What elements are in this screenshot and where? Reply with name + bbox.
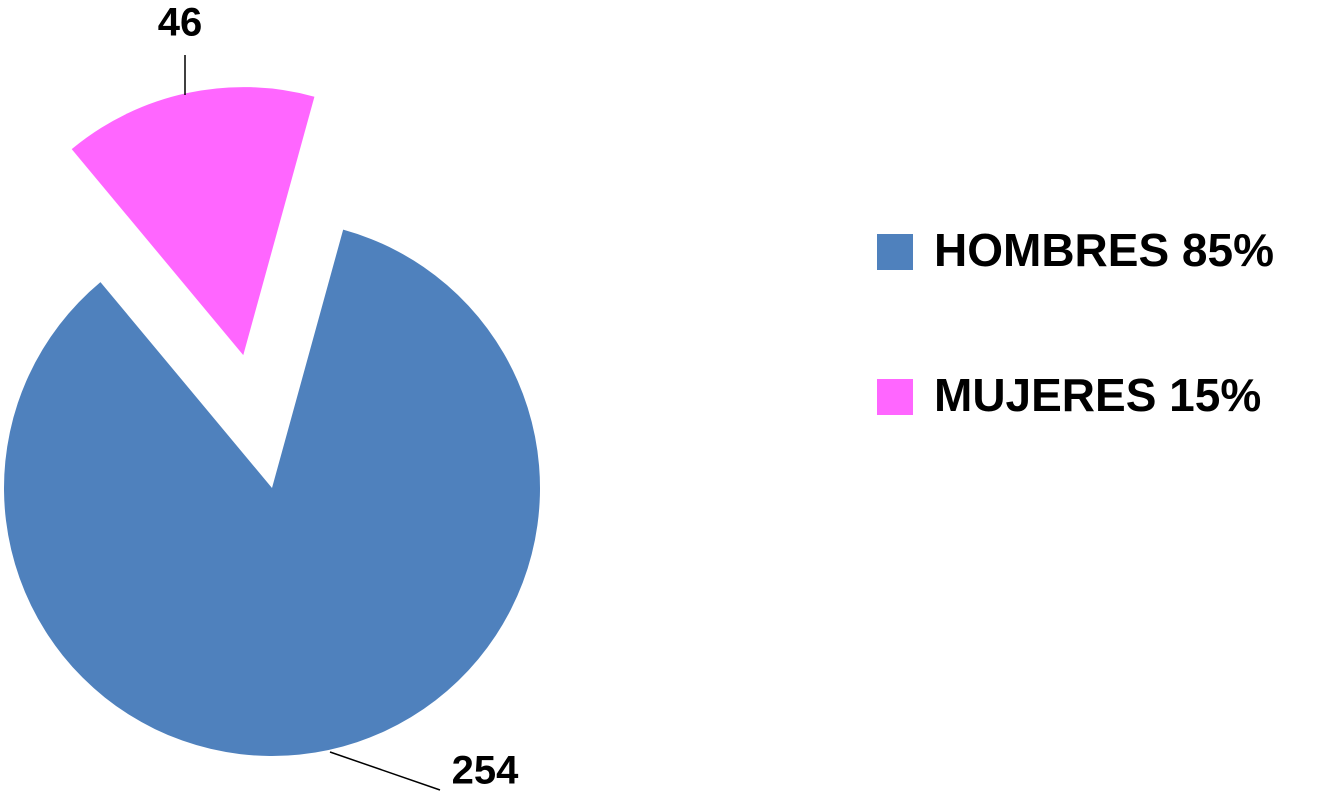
legend-swatch (877, 379, 913, 415)
legend-swatch (877, 234, 913, 270)
pie-slice (3, 229, 541, 757)
legend-label: MUJERES 15% (934, 369, 1261, 421)
legend-label: HOMBRES 85% (934, 224, 1274, 276)
leader-line (329, 751, 441, 791)
pie-slice (71, 87, 315, 356)
data-label: 46 (158, 1, 203, 45)
data-label: 254 (452, 749, 519, 793)
